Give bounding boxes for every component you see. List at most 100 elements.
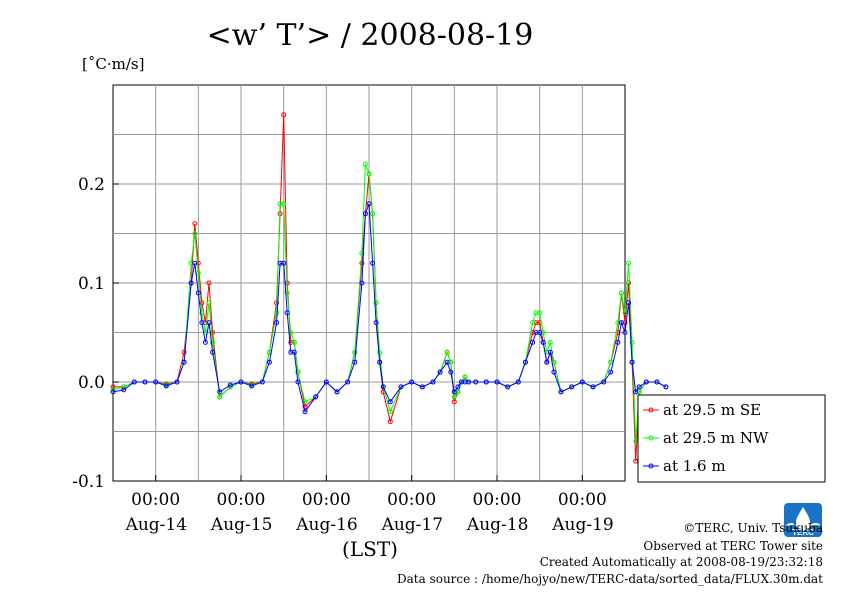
series-layer: [110, 112, 669, 464]
x-tick-time-label: 00:00: [558, 490, 607, 510]
data-point: [494, 379, 500, 385]
data-point: [366, 201, 372, 207]
y-tick-label: 0.2: [78, 175, 105, 195]
data-point: [430, 379, 436, 385]
data-point: [530, 320, 536, 326]
x-tick-time-label: 00:00: [473, 490, 522, 510]
data-point: [266, 359, 272, 365]
data-point: [110, 384, 116, 390]
data-point: [654, 379, 660, 385]
series-1: [110, 112, 669, 464]
data-point: [451, 399, 457, 405]
data-point: [121, 384, 127, 390]
wave-icon: [785, 523, 821, 529]
data-point: [636, 384, 642, 390]
data-point: [163, 383, 169, 389]
data-point: [530, 339, 536, 345]
data-point: [352, 349, 358, 355]
data-point: [622, 330, 628, 335]
data-point: [206, 280, 212, 286]
data-point: [615, 339, 621, 345]
x-tick-time-label: 00:00: [302, 490, 351, 510]
series-2: [110, 161, 669, 444]
data-point: [295, 369, 301, 375]
data-point: [505, 384, 511, 390]
data-point: [643, 379, 649, 385]
data-point: [217, 389, 223, 395]
data-point: [210, 339, 216, 345]
data-point: [352, 359, 358, 365]
data-point: [387, 399, 393, 405]
series-3: [110, 201, 669, 415]
data-point: [601, 379, 607, 385]
data-point: [483, 379, 489, 385]
data-point: [284, 290, 290, 296]
terc-logo: TERC: [784, 503, 822, 537]
data-point: [281, 112, 287, 118]
footer-created: Created Automatically at 2008-08-19/23:3…: [540, 555, 823, 569]
data-point: [195, 290, 201, 296]
footer-copyright: ©TERC, Univ. Tsukuba: [683, 521, 823, 535]
y-tick-label: 0.1: [78, 274, 105, 294]
legend-marker: [648, 435, 654, 441]
data-point: [362, 161, 368, 167]
y-axis-unit: [˚C·m/s]: [82, 55, 144, 73]
x-tick-date-label: Aug-16: [295, 515, 357, 535]
data-point: [334, 389, 340, 395]
data-point: [547, 349, 553, 355]
data-point: [291, 349, 297, 355]
data-point: [217, 394, 223, 400]
data-point: [192, 260, 198, 266]
data-point: [192, 221, 198, 227]
legend-box: [637, 394, 826, 483]
logo-text: TERC: [792, 528, 814, 537]
data-point: [515, 379, 521, 385]
data-point: [626, 280, 632, 286]
data-point: [437, 369, 443, 375]
data-point: [370, 260, 376, 266]
data-point: [409, 379, 415, 385]
data-point: [387, 419, 393, 425]
data-point: [291, 339, 297, 345]
data-point: [618, 290, 624, 296]
data-point: [366, 171, 372, 177]
data-point: [629, 359, 635, 365]
data-point: [153, 379, 159, 385]
legend: at 29.5 m SE at 29.5 m NW at 1.6 m: [637, 394, 826, 483]
data-point: [626, 260, 632, 266]
x-tick-time-label: 00:00: [217, 490, 266, 510]
data-point: [462, 374, 468, 380]
grid: [113, 85, 625, 481]
data-point: [202, 339, 208, 345]
data-point: [199, 310, 205, 316]
data-point: [199, 320, 205, 326]
data-point: [210, 349, 216, 355]
data-point: [629, 339, 635, 345]
data-point: [444, 359, 450, 365]
data-point: [110, 389, 116, 395]
data-point: [302, 404, 308, 410]
data-point: [284, 310, 290, 316]
legend-item: at 29.5 m SE: [643, 401, 761, 419]
legend-marker: [648, 463, 654, 469]
data-point: [373, 300, 379, 306]
data-point: [579, 379, 585, 385]
y-axis: -0.1 0.0 0.1 0.2: [72, 175, 119, 492]
data-point: [444, 349, 450, 355]
data-point: [370, 211, 376, 217]
data-point: [227, 382, 233, 388]
data-point: [551, 369, 557, 375]
data-point: [295, 379, 301, 385]
data-point: [547, 339, 553, 345]
x-tick-date-label: Aug-18: [466, 515, 528, 535]
data-point: [206, 300, 212, 306]
drop-icon: [796, 507, 810, 529]
data-point: [618, 320, 624, 326]
chart-title: <w’ T’> / 2008-08-19: [207, 18, 534, 53]
data-point: [398, 384, 404, 390]
data-point: [626, 300, 632, 306]
data-point: [188, 280, 194, 286]
data-point: [451, 394, 457, 400]
data-point: [663, 384, 669, 390]
